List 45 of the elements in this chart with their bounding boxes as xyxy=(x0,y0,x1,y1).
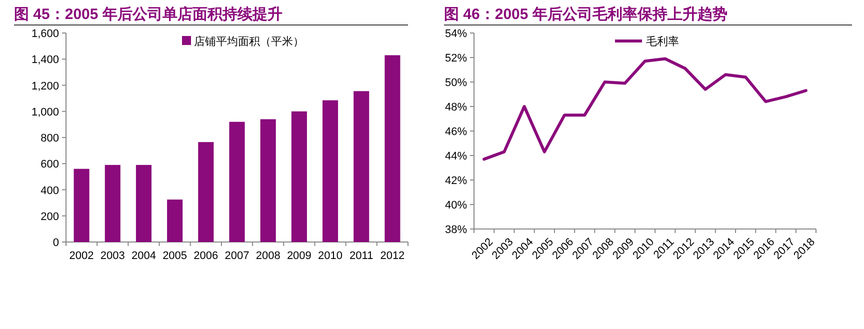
y-tick-label: 46% xyxy=(444,126,468,138)
x-tick-label: 2012 xyxy=(380,250,405,262)
chart-title: 图 45：2005 年后公司单店面积持续提升 xyxy=(14,5,282,23)
x-tick-label: 2008 xyxy=(256,250,280,262)
bar xyxy=(354,91,370,242)
y-tick-label: 400 xyxy=(40,184,59,197)
y-tick-label: 40% xyxy=(444,200,468,212)
legend-label: 店铺平均面积（平米） xyxy=(194,35,304,48)
y-tick-label: 42% xyxy=(444,175,468,187)
x-tick-label: 2003 xyxy=(100,250,125,262)
x-tick-label: 2007 xyxy=(224,250,250,262)
legend-label: 毛利率 xyxy=(646,35,679,48)
y-tick-label: 600 xyxy=(40,158,59,171)
bar xyxy=(136,164,152,242)
bar xyxy=(322,100,338,242)
bar xyxy=(260,119,276,242)
y-tick-label: 800 xyxy=(40,132,59,144)
y-tick-label: 38% xyxy=(444,224,468,236)
y-tick-label: 1,200 xyxy=(31,80,59,92)
y-tick-label: 1,600 xyxy=(31,28,59,40)
y-tick-label: 200 xyxy=(40,210,59,223)
y-tick-label: 48% xyxy=(444,102,468,114)
y-tick-label: 52% xyxy=(444,52,468,64)
bar xyxy=(229,122,245,242)
bar xyxy=(74,168,90,242)
x-tick-label: 2006 xyxy=(194,250,218,262)
x-tick-label: 2011 xyxy=(350,250,374,262)
y-tick-label: 0 xyxy=(52,237,59,249)
bar xyxy=(291,111,307,242)
y-tick-label: 44% xyxy=(444,150,468,162)
y-tick-label: 54% xyxy=(444,28,468,40)
bar xyxy=(198,142,214,242)
x-tick-label: 2009 xyxy=(286,250,312,262)
bar xyxy=(384,55,400,242)
y-tick-label: 50% xyxy=(444,77,468,89)
bar xyxy=(167,200,183,242)
y-tick-label: 1,400 xyxy=(31,54,59,66)
x-tick-label: 2002 xyxy=(69,250,94,262)
x-tick-label: 2004 xyxy=(131,250,156,262)
x-tick-label: 2010 xyxy=(318,250,343,262)
y-tick-label: 1,000 xyxy=(31,106,59,118)
line-series xyxy=(482,57,808,161)
x-tick-label: 2005 xyxy=(162,250,188,262)
chart-title: 图 46：2005 年后公司毛利率保持上升趋势 xyxy=(444,5,728,23)
bar xyxy=(104,164,120,242)
